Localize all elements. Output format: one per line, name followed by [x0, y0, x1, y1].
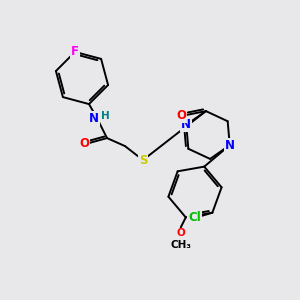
Text: N: N: [89, 112, 99, 124]
Text: O: O: [176, 109, 186, 122]
Text: CH₃: CH₃: [170, 240, 191, 250]
Text: N: N: [225, 139, 235, 152]
Text: O: O: [79, 136, 89, 150]
Text: N: N: [181, 118, 191, 131]
Text: Cl: Cl: [188, 211, 201, 224]
Text: O: O: [176, 228, 185, 239]
Text: S: S: [139, 154, 147, 166]
Text: F: F: [71, 45, 79, 58]
Text: H: H: [100, 111, 109, 121]
